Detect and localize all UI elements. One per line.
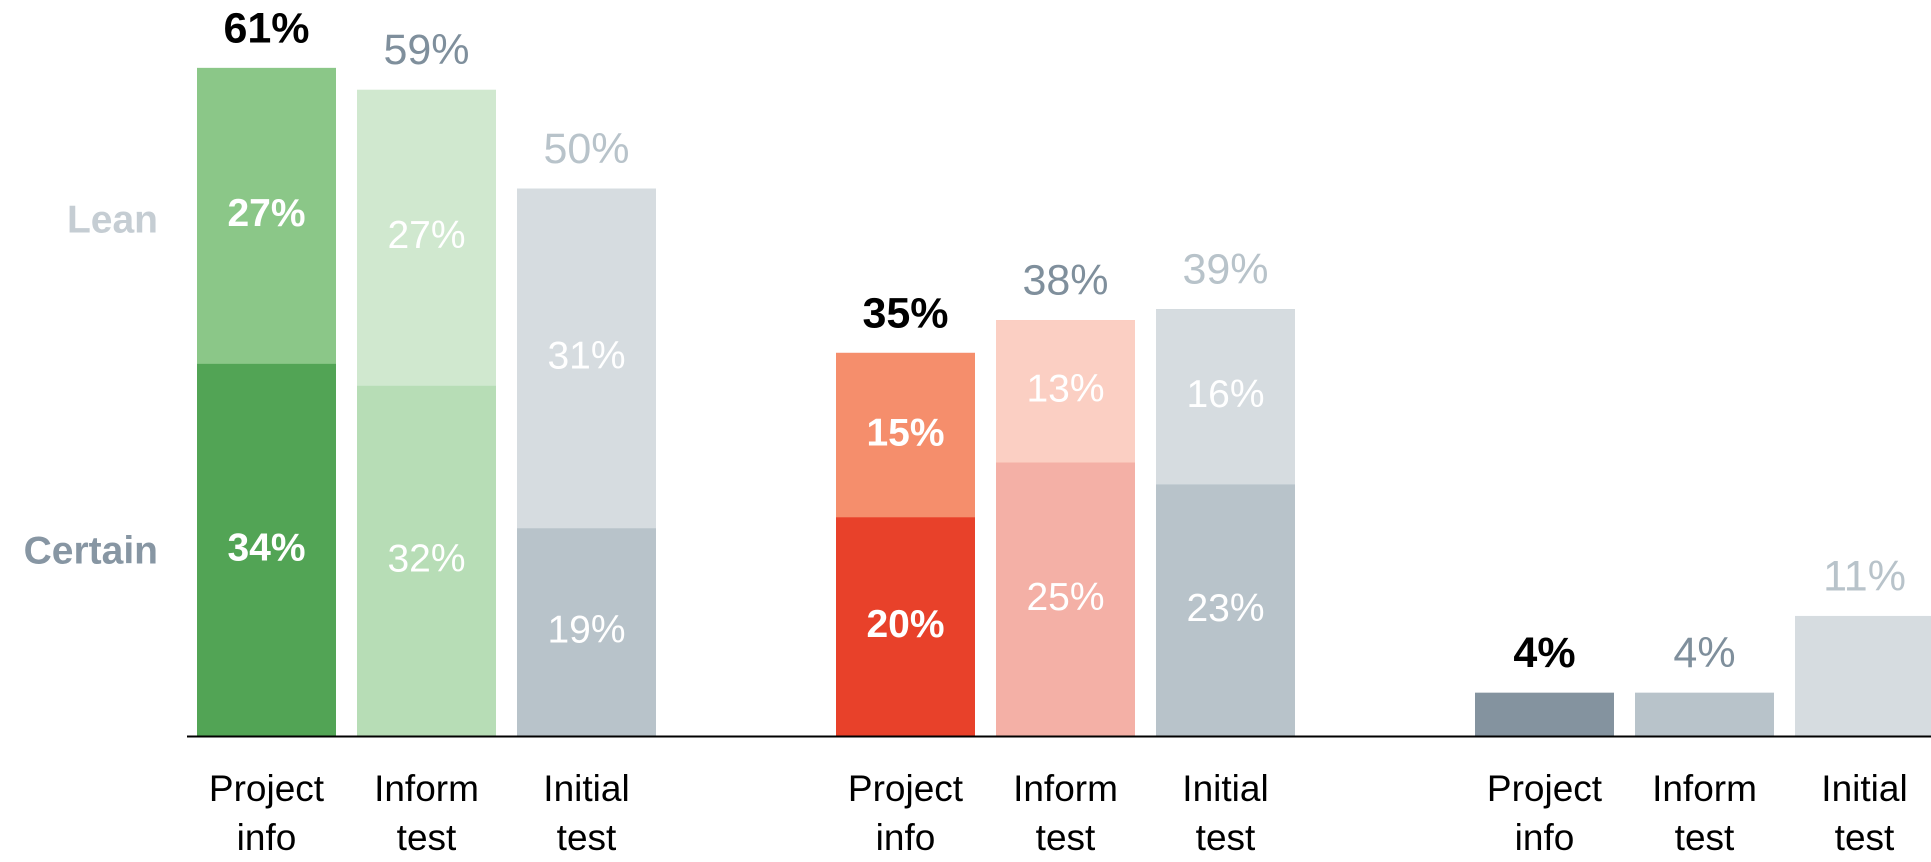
segment-label: 16%	[1186, 373, 1264, 416]
segment-label: 23%	[1186, 587, 1264, 630]
total-label: 38%	[1022, 256, 1108, 304]
segment-label: 34%	[227, 526, 305, 569]
x-tick-label: Inform test	[991, 764, 1141, 862]
total-label: 35%	[862, 289, 948, 337]
total-label: 4%	[1513, 629, 1575, 677]
bar-total	[1795, 616, 1931, 737]
bar-total	[1475, 693, 1614, 737]
total-label: 59%	[383, 26, 469, 74]
segment-label: 32%	[387, 537, 465, 580]
x-tick-label: Initial test	[512, 764, 662, 862]
total-label: 61%	[223, 4, 309, 52]
x-tick-label: Project info	[192, 764, 342, 862]
segment-label: 19%	[547, 609, 625, 652]
legend-lean: Lean	[67, 198, 158, 241]
x-tick-label: Project info	[831, 764, 981, 862]
segment-label: 25%	[1026, 576, 1104, 619]
segment-label: 27%	[387, 214, 465, 257]
total-label: 4%	[1673, 629, 1735, 677]
bar-total	[1635, 693, 1774, 737]
x-tick-label: Initial test	[1151, 764, 1301, 862]
legend-certain: Certain	[24, 529, 158, 572]
total-label: 39%	[1182, 245, 1268, 293]
x-tick-label: Inform test	[1630, 764, 1780, 862]
segment-label: 15%	[866, 411, 944, 454]
total-label: 50%	[543, 125, 629, 173]
segment-label: 13%	[1026, 368, 1104, 411]
segment-label: 20%	[866, 603, 944, 646]
segment-label: 27%	[227, 192, 305, 235]
x-tick-label: Project info	[1470, 764, 1620, 862]
segment-label: 31%	[547, 335, 625, 378]
total-label: 11%	[1823, 552, 1906, 600]
x-tick-label: Initial test	[1790, 764, 1931, 862]
x-tick-label: Inform test	[352, 764, 502, 862]
